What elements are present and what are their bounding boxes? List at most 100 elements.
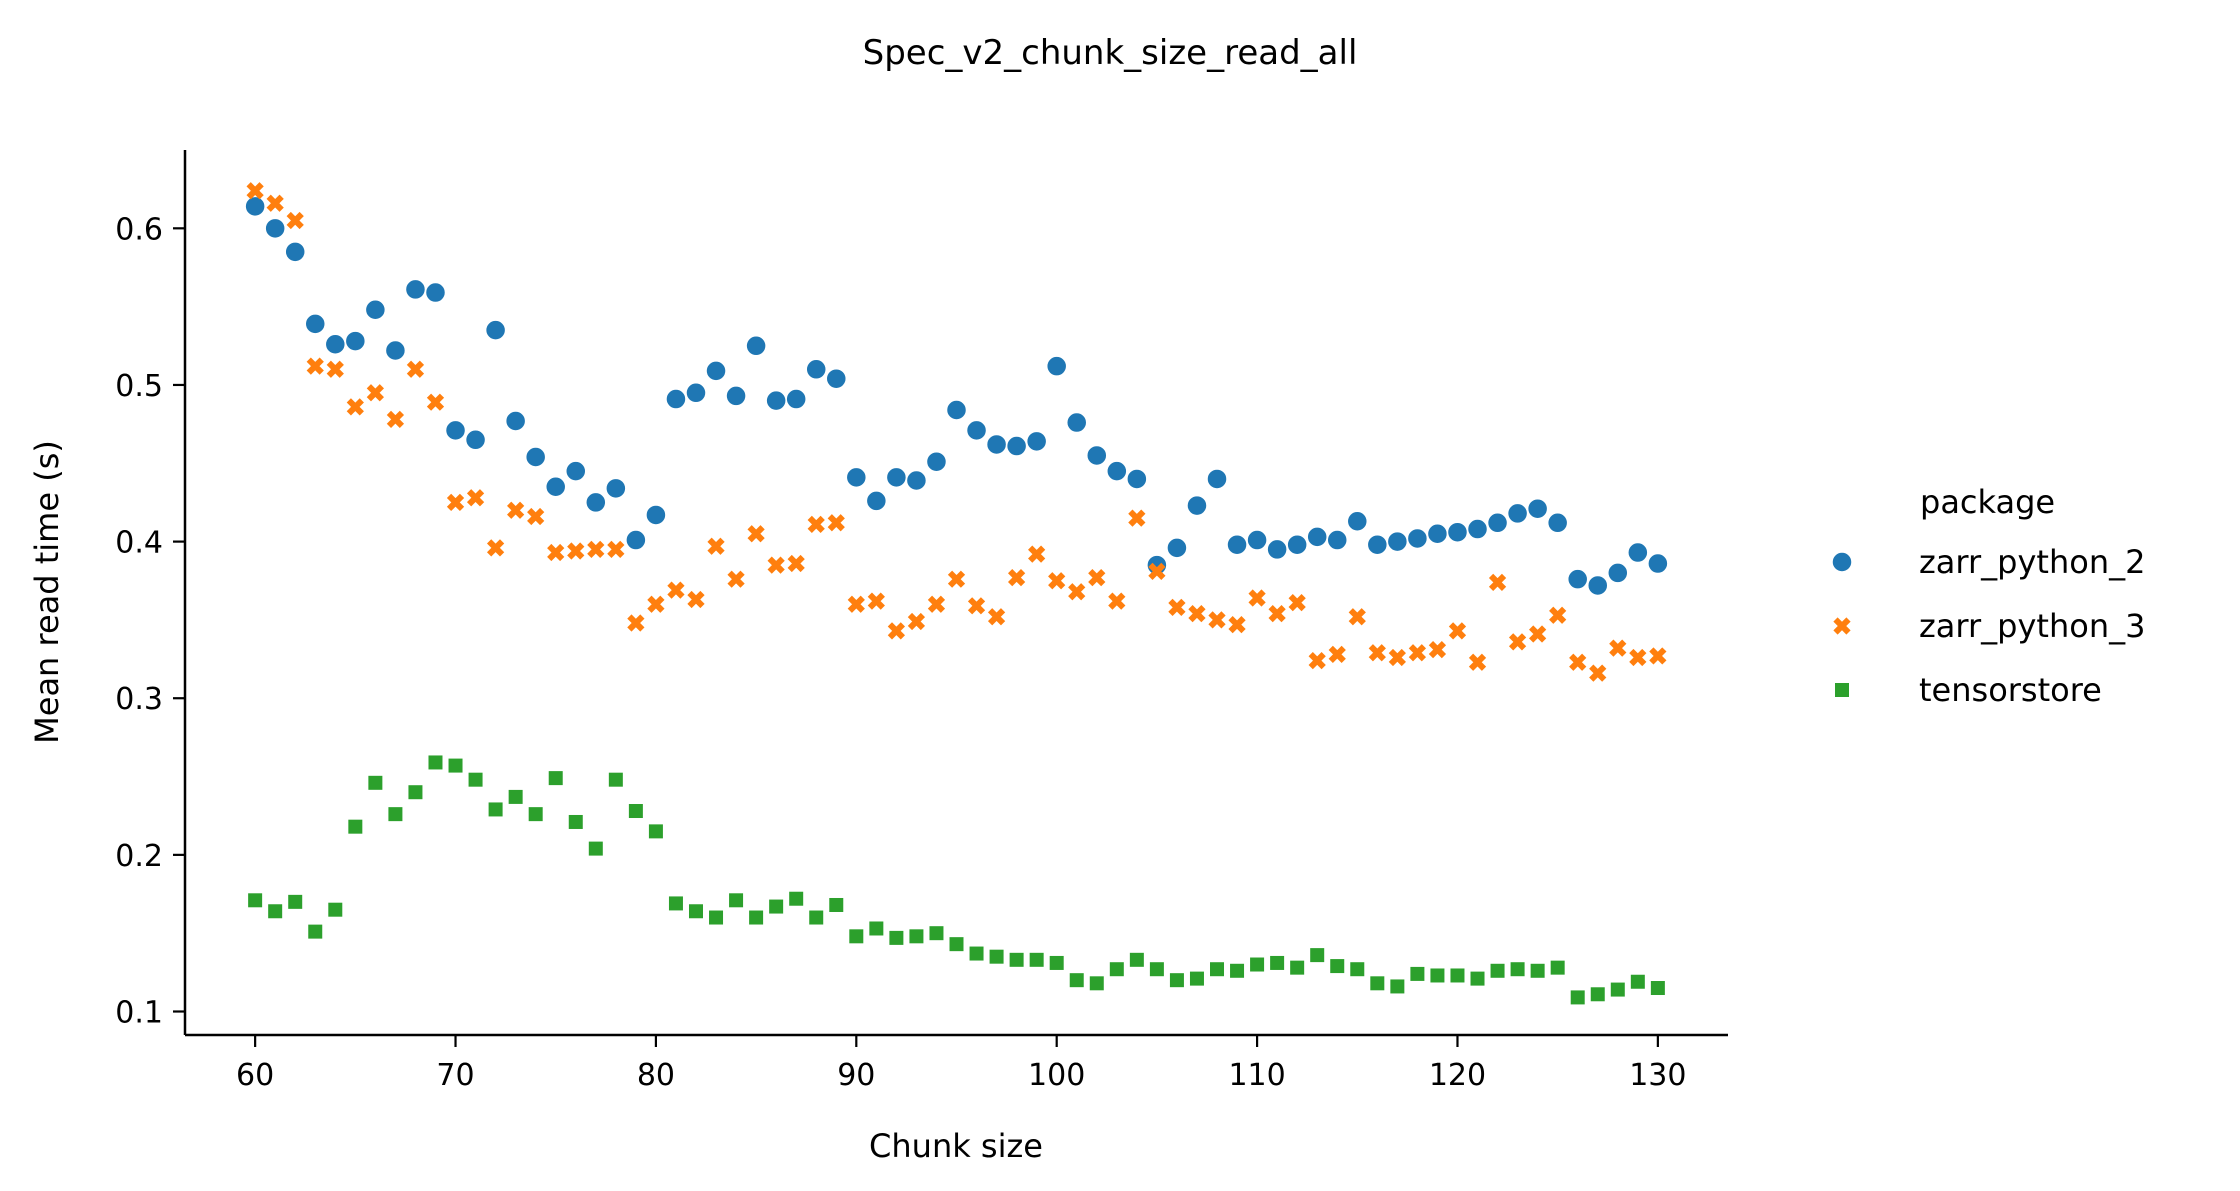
data-point bbox=[1406, 527, 1429, 550]
data-point bbox=[1486, 512, 1509, 534]
data-point bbox=[1148, 961, 1165, 978]
data-point bbox=[967, 597, 986, 615]
data-point bbox=[346, 398, 364, 416]
data-point bbox=[1208, 611, 1226, 629]
x-tick-label: 80 bbox=[637, 1058, 675, 1093]
data-point bbox=[868, 920, 885, 937]
data-point bbox=[827, 514, 845, 532]
x-tick-label: 90 bbox=[837, 1058, 875, 1093]
data-point bbox=[1328, 645, 1346, 663]
data-point bbox=[1329, 958, 1346, 975]
data-point bbox=[985, 433, 1008, 456]
data-point bbox=[1065, 411, 1088, 434]
data-point bbox=[426, 393, 445, 411]
data-point bbox=[1108, 592, 1126, 610]
data-point bbox=[347, 818, 364, 835]
data-point bbox=[647, 823, 664, 840]
data-point bbox=[647, 595, 665, 613]
data-point bbox=[1629, 973, 1646, 990]
data-point bbox=[1286, 533, 1308, 556]
data-point bbox=[927, 595, 946, 613]
data-point bbox=[767, 556, 785, 574]
data-point bbox=[1388, 648, 1406, 667]
data-point bbox=[1148, 562, 1166, 580]
data-points bbox=[244, 182, 1669, 1006]
data-point bbox=[367, 774, 384, 791]
legend-marker bbox=[1833, 617, 1851, 635]
data-point bbox=[705, 360, 727, 382]
data-point bbox=[1246, 529, 1268, 551]
data-point bbox=[364, 299, 387, 321]
legend-marker bbox=[1834, 682, 1850, 698]
data-point bbox=[404, 278, 427, 301]
data-point bbox=[1649, 647, 1667, 665]
data-point bbox=[386, 410, 405, 429]
data-point bbox=[1549, 959, 1566, 976]
data-point bbox=[965, 419, 988, 442]
data-point bbox=[725, 385, 747, 407]
data-point bbox=[1048, 954, 1065, 971]
data-point bbox=[1209, 961, 1226, 978]
data-point bbox=[828, 896, 845, 913]
data-point bbox=[1048, 572, 1066, 590]
data-point bbox=[585, 491, 607, 514]
data-point bbox=[1086, 444, 1108, 467]
data-point bbox=[544, 476, 567, 498]
data-point bbox=[1025, 430, 1048, 453]
data-point bbox=[1609, 981, 1626, 998]
data-point bbox=[306, 357, 324, 375]
data-point bbox=[747, 525, 765, 543]
data-point bbox=[1248, 589, 1266, 607]
data-point bbox=[1386, 530, 1409, 553]
data-point bbox=[1126, 468, 1148, 490]
y-axis-ticks: 0.1 0.2 0.3 0.4 0.5 0.6 bbox=[115, 212, 185, 1031]
data-point bbox=[1306, 526, 1328, 548]
data-point bbox=[1589, 986, 1606, 1003]
y-tick-label: 0.2 bbox=[115, 839, 163, 874]
data-point bbox=[948, 936, 965, 953]
data-point bbox=[745, 335, 767, 357]
data-point bbox=[867, 592, 885, 610]
data-point bbox=[605, 477, 627, 500]
x-tick-label: 130 bbox=[1629, 1058, 1686, 1093]
data-point bbox=[1269, 954, 1286, 971]
data-point bbox=[768, 898, 785, 915]
data-point bbox=[1268, 605, 1286, 623]
data-point bbox=[424, 281, 447, 304]
data-point bbox=[1289, 959, 1306, 976]
series-zarr_python_3 bbox=[246, 182, 1667, 682]
data-point bbox=[848, 928, 865, 945]
data-point bbox=[565, 460, 587, 482]
data-point bbox=[1369, 975, 1386, 992]
series-tensorstore bbox=[247, 754, 1666, 1006]
data-point bbox=[244, 195, 266, 218]
data-point bbox=[765, 389, 787, 412]
data-point bbox=[1028, 545, 1046, 563]
data-point bbox=[1088, 568, 1106, 587]
legend-marker bbox=[1831, 551, 1853, 573]
data-point bbox=[685, 382, 707, 404]
data-point bbox=[1408, 644, 1427, 662]
data-point bbox=[527, 507, 545, 526]
data-point bbox=[845, 466, 868, 489]
x-axis-label: Chunk size bbox=[869, 1127, 1043, 1165]
data-point bbox=[1488, 573, 1507, 591]
data-point bbox=[888, 929, 905, 946]
data-point bbox=[1448, 622, 1467, 640]
data-point bbox=[987, 608, 1006, 626]
data-point bbox=[487, 801, 504, 818]
legend-label: zarr_python_2 bbox=[1919, 543, 2145, 581]
data-point bbox=[1068, 583, 1086, 601]
data-point bbox=[1409, 965, 1426, 982]
data-point bbox=[247, 892, 264, 909]
data-point bbox=[1509, 961, 1526, 978]
data-point bbox=[286, 211, 304, 230]
data-point bbox=[825, 367, 848, 390]
data-point bbox=[1428, 641, 1447, 659]
data-point bbox=[246, 182, 264, 200]
data-point bbox=[847, 595, 865, 613]
data-point bbox=[1108, 961, 1125, 978]
data-point bbox=[1549, 606, 1567, 624]
data-point bbox=[728, 892, 745, 909]
